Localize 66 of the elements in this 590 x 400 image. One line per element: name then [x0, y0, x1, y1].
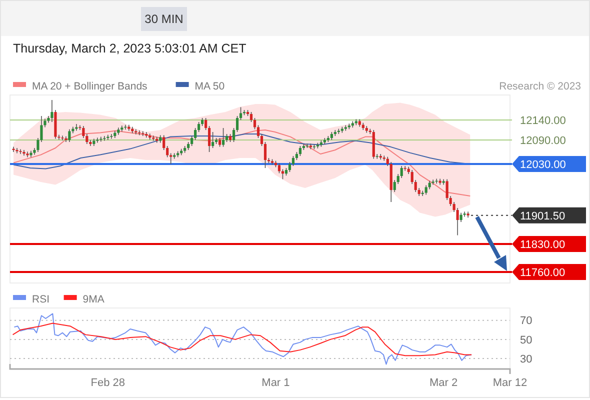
- candlestick: [208, 126, 211, 152]
- candlestick: [432, 179, 434, 186]
- candlestick: [404, 166, 406, 172]
- candlestick: [211, 132, 214, 148]
- legend-label: MA 50: [194, 80, 225, 93]
- candlestick: [96, 137, 99, 144]
- candlestick: [250, 112, 253, 122]
- y-tick-label: 50: [520, 334, 532, 346]
- x-tick-label: Feb 28: [90, 376, 126, 389]
- candlestick: [239, 106, 242, 120]
- candlestick: [253, 118, 256, 130]
- candlestick: [82, 126, 85, 138]
- line-series: [12, 322, 472, 356]
- candlestick: [50, 100, 54, 122]
- candlestick: [142, 130, 144, 136]
- ref-line-label: 11760.00: [520, 266, 566, 279]
- ref-line-label: 11830.00: [520, 238, 566, 251]
- text: Mar 12: [492, 376, 528, 389]
- ref-line-label: 12140.00: [520, 114, 566, 127]
- text: 30 MIN: [144, 12, 184, 26]
- candlestick: [298, 146, 302, 156]
- candlestick: [198, 122, 200, 132]
- ref-line-label: 12030.00: [520, 158, 566, 171]
- ref-line-label: 12090.00: [520, 134, 566, 147]
- chart-subtitle: Thursday, March 2, 2023 5:03:01 AM CET: [13, 41, 247, 56]
- text: Research © 2023: [499, 80, 582, 93]
- candlestick: [190, 136, 194, 146]
- candlestick: [278, 162, 281, 174]
- x-tick-label: Mar 2: [430, 376, 458, 389]
- candlestick: [400, 166, 403, 178]
- candlestick: [288, 162, 292, 172]
- line-series: [14, 313, 472, 365]
- candlestick: [456, 208, 459, 236]
- candlestick: [103, 136, 106, 142]
- candlestick: [166, 146, 169, 158]
- candlestick: [75, 124, 78, 132]
- candlestick: [162, 134, 166, 150]
- candlestick: [281, 168, 284, 180]
- candlestick: [222, 128, 225, 148]
- candlestick: [264, 142, 267, 168]
- candlestick: [170, 152, 172, 164]
- legend-label: RSI: [32, 294, 50, 306]
- candlestick: [194, 128, 197, 140]
- candlestick: [236, 116, 239, 132]
- candlestick: [460, 212, 462, 222]
- candlestick: [424, 184, 428, 196]
- y-tick-label: 30: [520, 353, 532, 366]
- candlestick: [256, 124, 260, 138]
- candlestick: [204, 118, 208, 130]
- candlestick: [16, 148, 18, 154]
- legend-label: 9MA: [82, 294, 104, 306]
- candlestick: [19, 148, 22, 154]
- legend-label: MA 20 + Bollinger Bands: [32, 80, 148, 93]
- candlestick: [260, 134, 264, 146]
- x-tick-label: Mar 1: [262, 376, 290, 389]
- candlestick: [292, 156, 295, 166]
- candlestick: [12, 146, 15, 152]
- y-tick-label: 70: [520, 315, 532, 328]
- candlestick: [68, 128, 71, 142]
- candlestick: [61, 135, 64, 141]
- candlestick: [152, 135, 155, 142]
- candlestick: [376, 154, 378, 160]
- candlestick: [110, 134, 113, 140]
- candlestick: [134, 128, 138, 135]
- ref-line-label: 11901.50: [520, 210, 566, 222]
- candlestick: [232, 128, 236, 142]
